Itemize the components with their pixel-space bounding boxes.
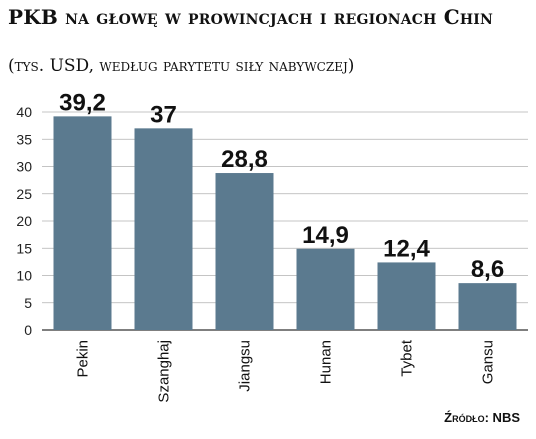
source-note: Źródło: NBS bbox=[444, 410, 520, 425]
bar-tybet bbox=[377, 262, 436, 330]
category-label: Jiangsu bbox=[237, 340, 254, 392]
y-tick-label: 35 bbox=[16, 131, 32, 147]
bar-pekin bbox=[53, 116, 112, 330]
value-labels: 39,2 37 28,8 14,9 12,4 8,6 bbox=[59, 89, 504, 283]
category-label: Pekin bbox=[75, 340, 92, 378]
y-axis: 0 5 10 15 20 25 30 35 40 bbox=[16, 104, 32, 338]
value-label: 28,8 bbox=[221, 146, 268, 173]
gridlines bbox=[42, 111, 528, 331]
value-label: 39,2 bbox=[59, 89, 106, 116]
value-label: 12,4 bbox=[383, 235, 430, 262]
y-tick-label: 5 bbox=[24, 295, 32, 311]
y-tick-label: 20 bbox=[16, 213, 32, 229]
category-label: Tybet bbox=[399, 339, 416, 377]
chart-title: PKB na głowę w prowincjach i regionach C… bbox=[8, 5, 494, 29]
category-label: Szanghaj bbox=[156, 340, 173, 403]
y-tick-label: 0 bbox=[24, 322, 32, 338]
y-tick-label: 25 bbox=[16, 186, 32, 202]
chart-subtitle: (tys. USD, według parytetu siły nabywcze… bbox=[8, 56, 355, 76]
bar-szanghaj bbox=[134, 128, 193, 330]
value-label: 37 bbox=[150, 101, 177, 128]
bar-hunan bbox=[296, 248, 355, 330]
value-label: 14,9 bbox=[302, 222, 349, 249]
category-label: Hunan bbox=[318, 340, 335, 384]
y-tick-label: 10 bbox=[16, 268, 32, 284]
y-tick-label: 40 bbox=[16, 104, 32, 120]
bar-jiangsu bbox=[215, 173, 274, 330]
y-tick-label: 15 bbox=[16, 240, 32, 256]
category-labels: Pekin Szanghaj Jiangsu Hunan Tybet Gansu bbox=[75, 339, 497, 402]
value-label: 8,6 bbox=[471, 256, 504, 283]
bars bbox=[53, 116, 517, 330]
y-tick-label: 30 bbox=[16, 159, 32, 175]
category-label: Gansu bbox=[480, 340, 497, 384]
bar-gansu bbox=[458, 283, 517, 330]
